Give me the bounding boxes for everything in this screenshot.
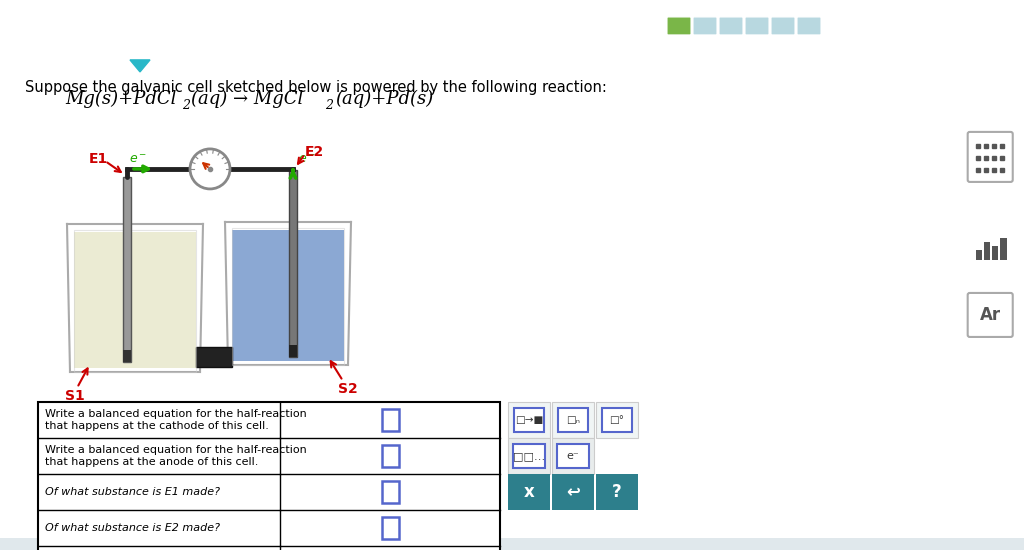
Circle shape — [190, 149, 230, 189]
Text: Suppose the galvanic cell sketched below is powered by the following reaction:: Suppose the galvanic cell sketched below… — [25, 80, 607, 95]
FancyBboxPatch shape — [382, 481, 398, 503]
Text: S2: S2 — [338, 382, 357, 396]
FancyBboxPatch shape — [602, 408, 632, 432]
FancyBboxPatch shape — [289, 170, 297, 357]
FancyBboxPatch shape — [552, 402, 594, 438]
Text: □→■: □→■ — [515, 415, 543, 425]
Text: □ₙ: □ₙ — [566, 415, 580, 425]
FancyBboxPatch shape — [693, 17, 717, 35]
Bar — [976, 250, 982, 260]
FancyBboxPatch shape — [508, 438, 550, 474]
FancyBboxPatch shape — [38, 402, 500, 550]
Text: ?: ? — [612, 483, 622, 501]
Text: Write a balanced equation for the half-reaction: Write a balanced equation for the half-r… — [45, 445, 307, 455]
FancyBboxPatch shape — [771, 17, 795, 35]
FancyBboxPatch shape — [667, 17, 691, 35]
Text: E2: E2 — [305, 145, 325, 159]
FancyBboxPatch shape — [552, 474, 594, 510]
Text: Of what substance is E2 made?: Of what substance is E2 made? — [45, 523, 220, 533]
Text: that happens at the cathode of this cell.: that happens at the cathode of this cell… — [45, 421, 269, 431]
Text: 2: 2 — [325, 99, 333, 112]
Text: Gabriela ▾: Gabriela ▾ — [961, 19, 1023, 32]
Text: Mg(s)+PdCl: Mg(s)+PdCl — [65, 90, 176, 108]
FancyBboxPatch shape — [968, 132, 1013, 182]
FancyBboxPatch shape — [968, 293, 1013, 337]
Text: ELECTROCHEMISTRY: ELECTROCHEMISTRY — [72, 9, 184, 19]
Text: Write a balanced equation for the half-reaction: Write a balanced equation for the half-r… — [45, 409, 307, 419]
FancyBboxPatch shape — [514, 408, 544, 432]
Bar — [1000, 238, 1007, 260]
FancyBboxPatch shape — [123, 177, 131, 362]
Text: that happens at the anode of this cell.: that happens at the anode of this cell. — [45, 457, 258, 467]
FancyBboxPatch shape — [508, 402, 550, 438]
FancyBboxPatch shape — [123, 350, 131, 362]
Text: x: x — [523, 483, 535, 501]
FancyBboxPatch shape — [0, 538, 1024, 550]
FancyBboxPatch shape — [196, 347, 232, 367]
FancyBboxPatch shape — [513, 444, 545, 468]
FancyBboxPatch shape — [719, 17, 743, 35]
Text: e⁻: e⁻ — [566, 451, 580, 461]
Text: S1: S1 — [65, 389, 85, 403]
Text: $e^-$: $e^-$ — [298, 153, 316, 166]
FancyBboxPatch shape — [745, 17, 769, 35]
Text: (aq)+Pd(s): (aq)+Pd(s) — [335, 90, 433, 108]
Text: □°: □° — [609, 415, 625, 425]
Text: Of what substance is E1 made?: Of what substance is E1 made? — [45, 487, 220, 497]
FancyBboxPatch shape — [382, 409, 398, 431]
FancyBboxPatch shape — [232, 230, 344, 361]
Text: $e^-$: $e^-$ — [129, 153, 147, 166]
FancyBboxPatch shape — [557, 444, 589, 468]
Text: Ar: Ar — [980, 306, 1000, 324]
FancyBboxPatch shape — [797, 17, 821, 35]
Text: 2: 2 — [182, 99, 190, 112]
Polygon shape — [130, 60, 150, 72]
FancyBboxPatch shape — [74, 232, 196, 368]
Text: Designing a galvanic cell from a single-displacement redox rea...: Designing a galvanic cell from a single-… — [72, 28, 457, 41]
FancyBboxPatch shape — [289, 345, 297, 357]
FancyBboxPatch shape — [558, 408, 588, 432]
Bar — [992, 246, 998, 260]
FancyBboxPatch shape — [382, 517, 398, 539]
Bar — [984, 242, 990, 260]
Text: E1: E1 — [89, 152, 109, 166]
Text: □□…: □□… — [513, 451, 545, 461]
Text: (aq) → MgCl: (aq) → MgCl — [191, 90, 303, 108]
Text: ↩: ↩ — [566, 483, 580, 501]
FancyBboxPatch shape — [596, 402, 638, 438]
FancyBboxPatch shape — [596, 474, 638, 510]
FancyBboxPatch shape — [382, 445, 398, 467]
FancyBboxPatch shape — [552, 438, 594, 474]
FancyBboxPatch shape — [508, 474, 550, 510]
